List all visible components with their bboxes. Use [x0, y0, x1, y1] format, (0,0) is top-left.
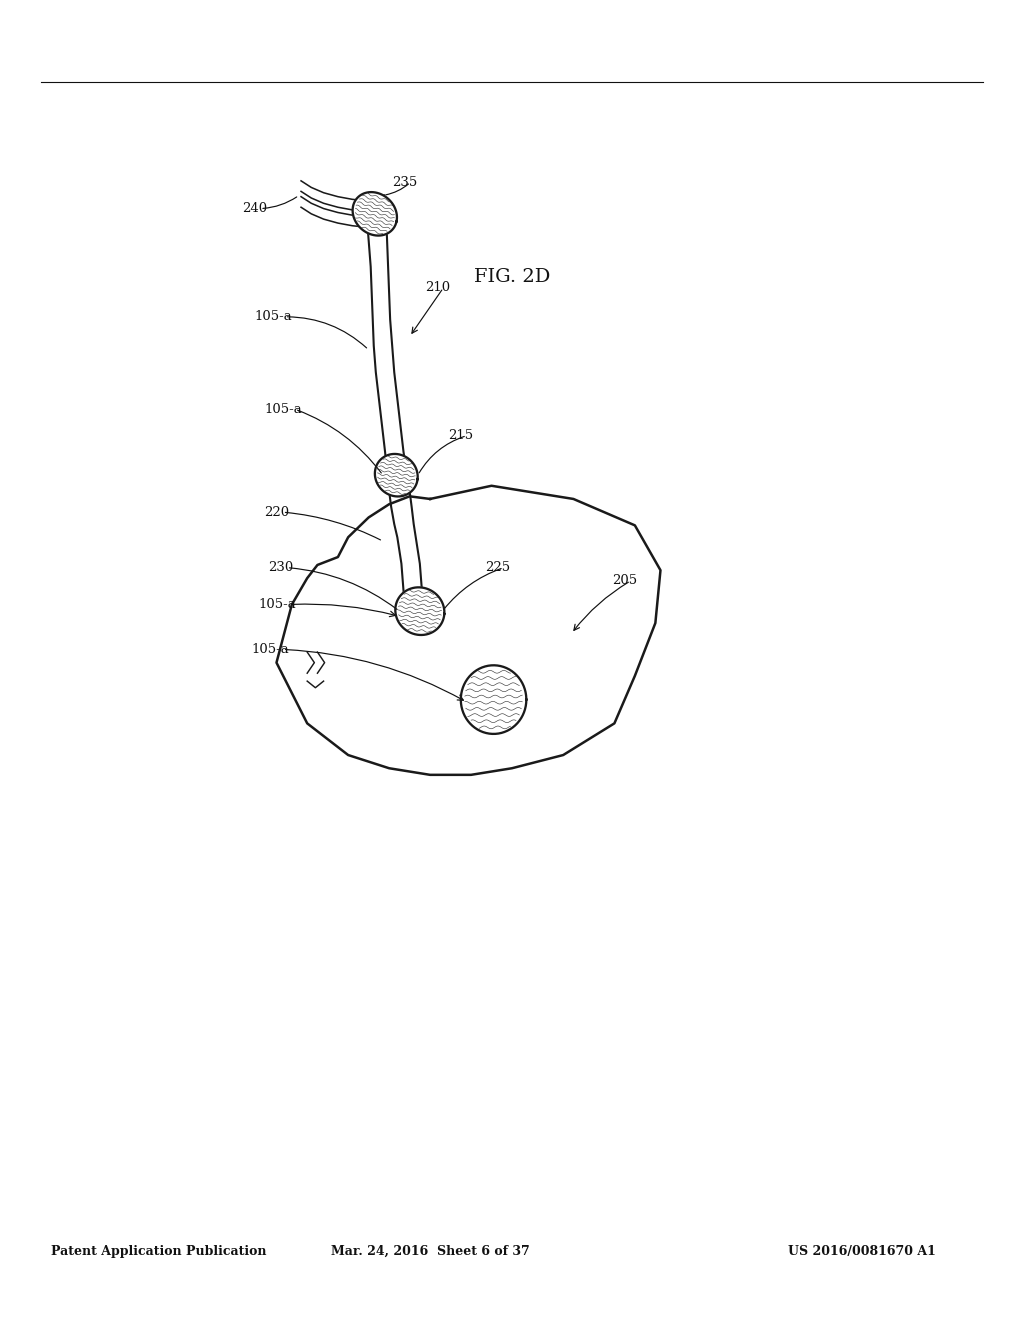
Text: 240: 240: [242, 202, 267, 215]
Text: 105-a: 105-a: [252, 643, 290, 656]
Text: 215: 215: [449, 429, 474, 442]
Text: 225: 225: [485, 561, 511, 574]
Text: 220: 220: [264, 506, 290, 519]
Polygon shape: [352, 193, 397, 235]
Polygon shape: [375, 454, 418, 496]
Text: 105-a: 105-a: [264, 403, 302, 416]
Text: Patent Application Publication: Patent Application Publication: [51, 1245, 266, 1258]
Text: 105-a: 105-a: [258, 598, 296, 611]
Text: FIG. 2D: FIG. 2D: [474, 268, 550, 286]
Text: 235: 235: [392, 176, 418, 189]
Text: 105-a: 105-a: [254, 310, 292, 323]
Text: 205: 205: [612, 574, 638, 587]
Polygon shape: [461, 665, 526, 734]
Text: US 2016/0081670 A1: US 2016/0081670 A1: [788, 1245, 936, 1258]
Text: 230: 230: [268, 561, 294, 574]
Polygon shape: [395, 587, 444, 635]
Text: 210: 210: [425, 281, 451, 294]
Text: Mar. 24, 2016  Sheet 6 of 37: Mar. 24, 2016 Sheet 6 of 37: [331, 1245, 529, 1258]
